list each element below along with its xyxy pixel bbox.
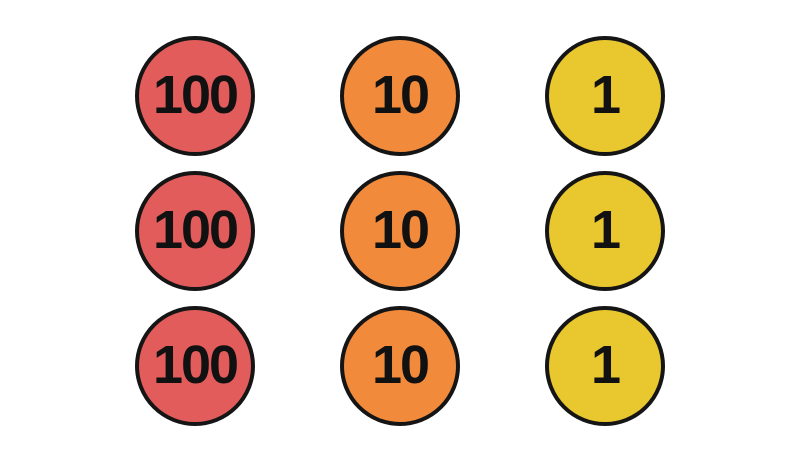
counter-tens-row2[interactable]: 10 bbox=[340, 171, 460, 291]
counter-label: 100 bbox=[152, 65, 239, 125]
counter-hundreds-row2[interactable]: 100 bbox=[135, 171, 255, 291]
counter-ones-row3[interactable]: 1 bbox=[545, 306, 665, 426]
counter-hundreds-row3[interactable]: 100 bbox=[135, 306, 255, 426]
counter-tens-row1[interactable]: 10 bbox=[340, 36, 460, 156]
counter-label: 10 bbox=[371, 200, 430, 260]
counter-ones-row1[interactable]: 1 bbox=[545, 36, 665, 156]
counter-label: 100 bbox=[152, 200, 239, 260]
counter-ones-row2[interactable]: 1 bbox=[545, 171, 665, 291]
counter-label: 1 bbox=[590, 200, 621, 260]
counter-label: 10 bbox=[371, 65, 430, 125]
counter-label: 1 bbox=[590, 65, 621, 125]
counter-hundreds-row1[interactable]: 100 bbox=[135, 36, 255, 156]
counter-label: 100 bbox=[152, 335, 239, 395]
counter-label: 10 bbox=[371, 335, 430, 395]
counter-label: 1 bbox=[590, 335, 621, 395]
counters-grid: 100 10 1 100 10 1 100 10 1 bbox=[135, 36, 665, 426]
counter-tens-row3[interactable]: 10 bbox=[340, 306, 460, 426]
